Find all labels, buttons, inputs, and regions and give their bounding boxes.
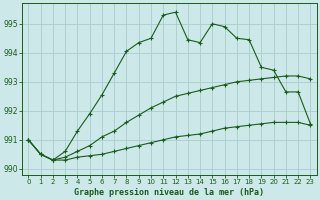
- X-axis label: Graphe pression niveau de la mer (hPa): Graphe pression niveau de la mer (hPa): [74, 188, 264, 197]
